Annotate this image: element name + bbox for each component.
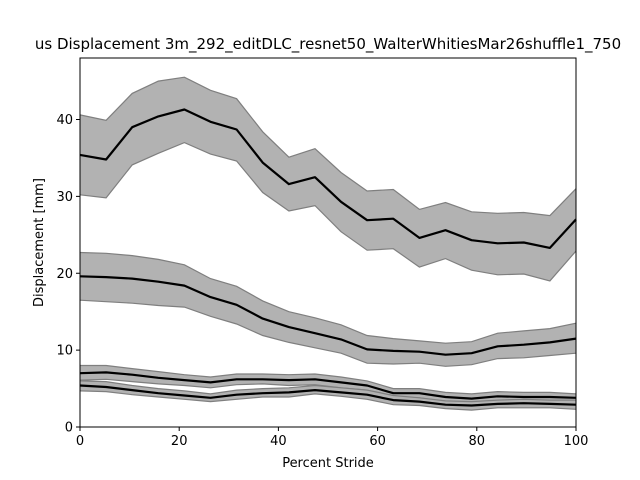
band-fill-3 bbox=[80, 365, 576, 404]
band-lower-edge-4 bbox=[79, 390, 577, 411]
mean-lines bbox=[79, 108, 577, 407]
band-fill-1 bbox=[80, 77, 576, 281]
y-axis-ticks: 0 10 20 30 40 bbox=[56, 113, 80, 436]
band-upper-edge-2 bbox=[79, 251, 577, 344]
y-tick-label: 30 bbox=[56, 190, 73, 205]
band-lower-edge-2 bbox=[79, 299, 577, 367]
x-tick-label: 60 bbox=[369, 434, 386, 449]
band-upper-edge-4 bbox=[79, 380, 576, 403]
mean-line-2 bbox=[79, 275, 577, 356]
x-tick-label: 0 bbox=[76, 434, 84, 449]
band-lower-edge-1 bbox=[79, 141, 577, 282]
x-tick-label: 40 bbox=[270, 434, 287, 449]
mean-line-4 bbox=[79, 384, 577, 407]
y-tick-label: 10 bbox=[56, 344, 73, 359]
band-upper-edge-1 bbox=[79, 76, 577, 217]
band-fill-2 bbox=[80, 252, 576, 367]
chart-title: us Displacement 3m_292_editDLC_resnet50_… bbox=[35, 35, 621, 54]
confidence-bands bbox=[79, 76, 577, 411]
mean-line-3 bbox=[79, 371, 577, 400]
x-tick-label: 80 bbox=[469, 434, 486, 449]
y-axis-label: Displacement [mm] bbox=[32, 178, 47, 307]
mean-line-1 bbox=[79, 108, 577, 249]
y-tick-label: 0 bbox=[65, 421, 73, 436]
y-tick-label: 40 bbox=[56, 113, 73, 128]
band-upper-edge-3 bbox=[80, 364, 577, 395]
x-axis-label: Percent Stride bbox=[282, 456, 374, 471]
plot-frame bbox=[79, 57, 577, 428]
y-tick-label: 20 bbox=[56, 267, 73, 282]
band-fill-4 bbox=[80, 380, 576, 411]
x-axis-ticks: 0 20 40 60 80 100 bbox=[76, 427, 589, 449]
x-tick-label: 20 bbox=[171, 434, 188, 449]
x-tick-label: 100 bbox=[564, 434, 589, 449]
